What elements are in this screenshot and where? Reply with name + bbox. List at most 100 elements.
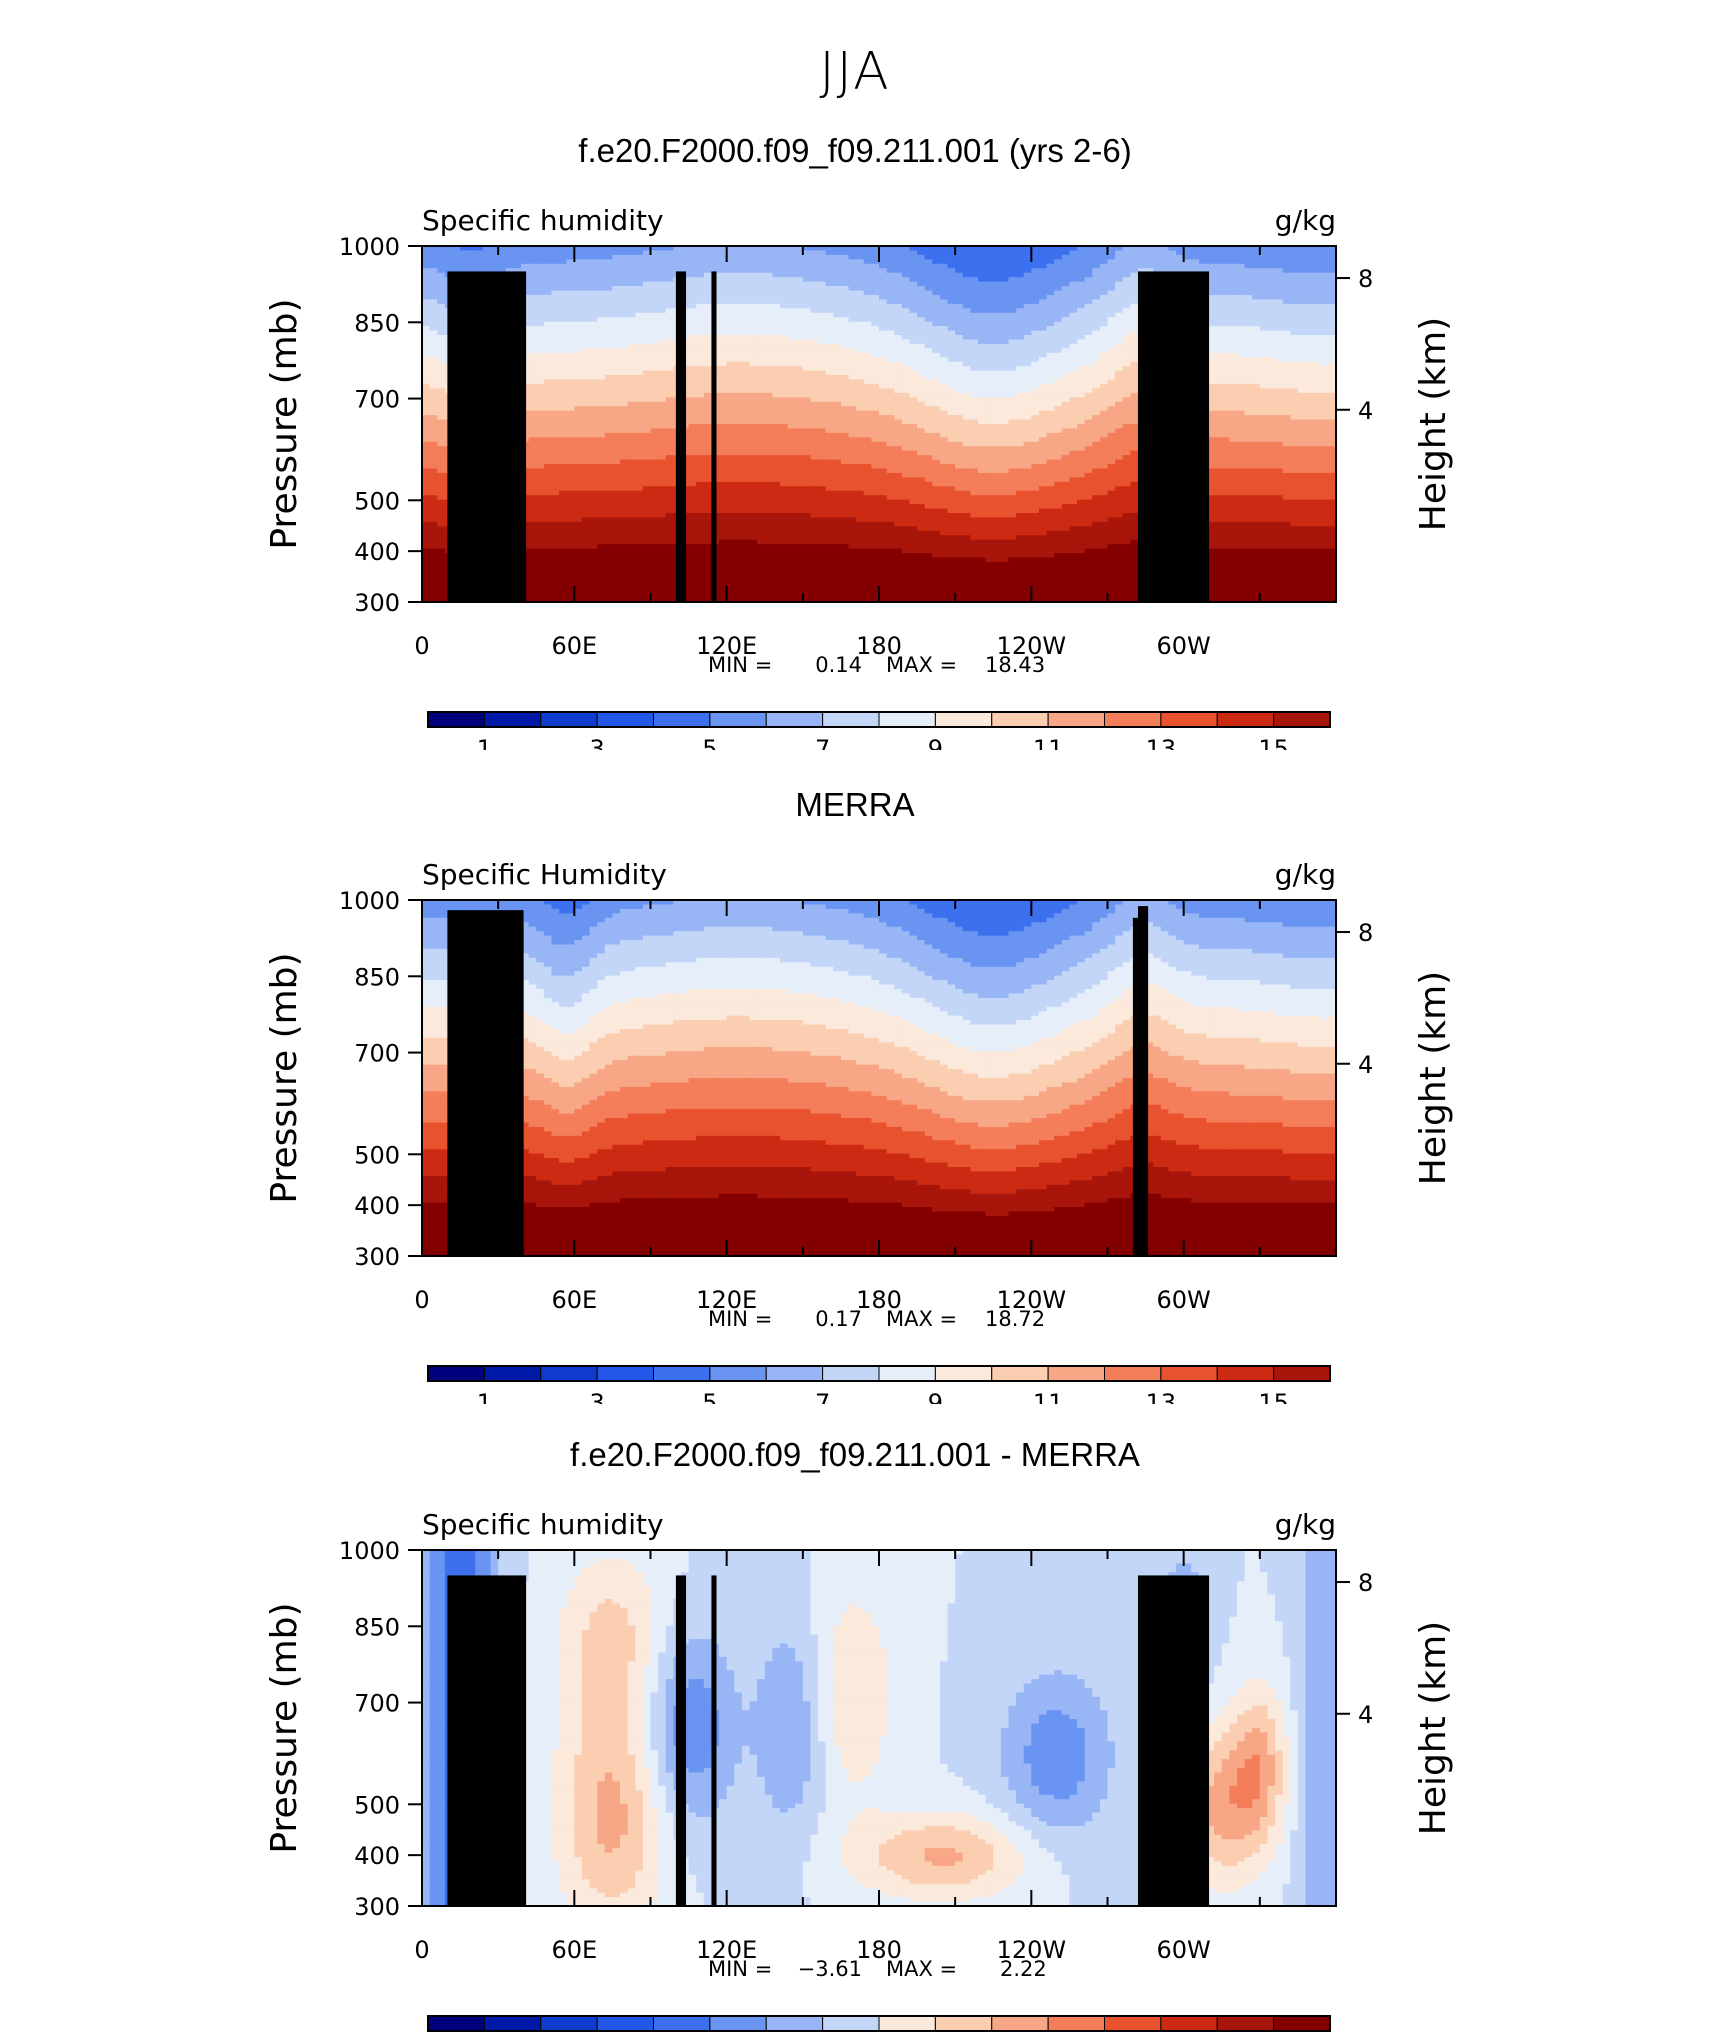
contour-cell: [528, 312, 537, 318]
contour-cell: [810, 312, 819, 318]
contour-cell: [658, 401, 667, 407]
contour-cell: [665, 575, 674, 581]
contour-cell: [886, 366, 895, 372]
contour-cell: [612, 308, 621, 314]
contour-cell: [642, 312, 652, 318]
contour-cell: [422, 464, 431, 470]
contour-cell: [886, 570, 895, 576]
contour-cell: [757, 263, 766, 269]
contour-cell: [650, 290, 659, 296]
contour-cell: [635, 477, 644, 483]
contour-cell: [597, 272, 606, 278]
contour-cell: [597, 277, 606, 283]
contour-cell: [536, 588, 545, 594]
contour-cell: [848, 366, 857, 372]
contour-cell: [429, 486, 438, 492]
contour-cell: [635, 535, 644, 541]
contour-cell: [833, 526, 842, 532]
contour-cell: [871, 335, 880, 341]
contour-cell: [627, 415, 636, 421]
contour-cell: [658, 561, 667, 567]
contour-cell: [863, 370, 872, 376]
contour-cell: [779, 517, 789, 523]
contour-cell: [604, 397, 614, 403]
contour-cell: [787, 392, 796, 398]
contour-cell: [635, 348, 644, 354]
contour-cell: [818, 330, 827, 336]
contour-cell: [840, 312, 850, 318]
contour-cell: [528, 513, 537, 519]
contour-cell: [726, 504, 735, 510]
contour-cell: [818, 326, 827, 332]
contour-cell: [779, 437, 789, 443]
contour-cell: [779, 597, 789, 603]
contour-cell: [665, 379, 674, 385]
contour-cell: [757, 246, 766, 252]
contour-cell: [650, 517, 659, 523]
contour-cell: [764, 593, 773, 599]
contour-cell: [581, 521, 591, 527]
contour-cell: [658, 348, 667, 354]
contour-cell: [833, 361, 842, 367]
contour-cell: [749, 472, 758, 478]
contour-cell: [719, 459, 728, 465]
contour-cell: [642, 263, 652, 269]
contour-cell: [642, 557, 652, 563]
contour-cell: [429, 348, 438, 354]
contour-cell: [764, 321, 773, 327]
contour-cell: [848, 308, 857, 314]
contour-cell: [642, 366, 652, 372]
contour-cell: [665, 432, 674, 438]
contour-cell: [840, 388, 850, 394]
contour-cell: [566, 513, 575, 519]
contour-cell: [521, 268, 530, 274]
contour-cell: [574, 424, 583, 430]
contour-cell: [772, 250, 781, 256]
contour-cell: [574, 312, 583, 318]
contour-cell: [833, 397, 842, 403]
contour-cell: [810, 370, 819, 376]
contour-cell: [650, 526, 659, 532]
contour-cell: [848, 263, 857, 269]
contour-cell: [688, 468, 697, 474]
contour-cell: [825, 361, 834, 367]
contour-cell: [543, 352, 553, 358]
contour-cell: [886, 441, 895, 447]
contour-cell: [604, 321, 614, 327]
contour-cell: [422, 499, 431, 505]
contour-cell: [604, 250, 614, 256]
contour-cell: [818, 250, 827, 256]
contour-cell: [818, 343, 827, 349]
contour-cell: [437, 326, 446, 332]
contour-cell: [703, 517, 713, 523]
contour-cell: [551, 548, 560, 554]
contour-cell: [574, 308, 583, 314]
contour-cell: [840, 330, 850, 336]
contour-cell: [574, 570, 583, 576]
contour-cell: [810, 446, 819, 452]
contour-cell: [787, 268, 796, 274]
contour-cell: [620, 397, 629, 403]
contour-cell: [711, 268, 720, 274]
contour-cell: [528, 455, 537, 461]
contour-cell: [833, 597, 842, 603]
contour-cell: [665, 321, 674, 327]
contour-cell: [818, 312, 827, 318]
contour-cell: [848, 459, 857, 465]
contour-cell: [543, 530, 553, 536]
contour-cell: [711, 259, 720, 265]
contour-cell: [574, 548, 583, 554]
contour-cell: [886, 530, 895, 536]
contour-cell: [528, 521, 537, 527]
contour-cell: [749, 446, 758, 452]
contour-cell: [688, 410, 697, 416]
contour-cell: [879, 570, 888, 576]
contour-cell: [879, 526, 888, 532]
contour-cell: [581, 477, 591, 483]
contour-cell: [528, 490, 537, 496]
contour-cell: [543, 370, 553, 376]
contour-cell: [818, 446, 827, 452]
contour-cell: [810, 308, 819, 314]
contour-cell: [894, 317, 903, 323]
contour-cell: [429, 575, 438, 581]
